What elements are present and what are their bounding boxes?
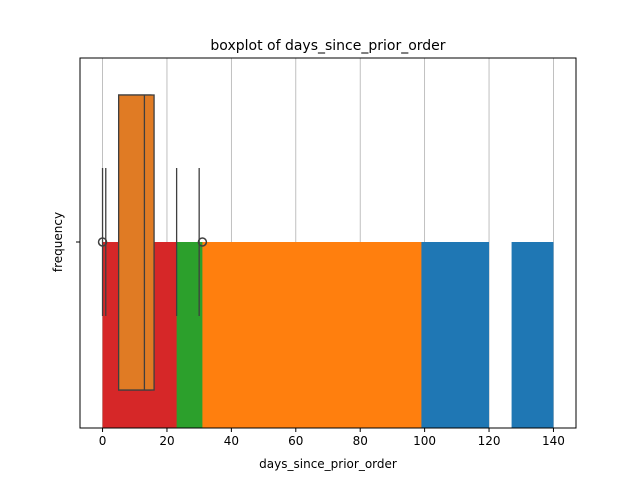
axes-frame — [79, 57, 577, 429]
x-tick-label: 0 — [99, 434, 107, 448]
x-tick-label: 40 — [224, 434, 239, 448]
x-tick-label: 100 — [413, 434, 436, 448]
outlier-point — [97, 237, 108, 247]
plot-area: 0 20 40 60 80 100 120 140 — [76, 57, 577, 448]
x-tick-label: 20 — [159, 434, 174, 448]
box — [117, 94, 155, 391]
x-tick-label: 80 — [353, 434, 368, 448]
x-tick-label: 60 — [288, 434, 303, 448]
y-axis-label: frequency — [51, 212, 65, 272]
outlier-point — [197, 237, 208, 247]
x-tick-label: 140 — [542, 434, 565, 448]
chart-title: boxplot of days_since_prior_order — [210, 38, 445, 54]
x-tick-label: 120 — [478, 434, 501, 448]
x-axis-label: days_since_prior_order — [259, 457, 397, 471]
bar-blue — [511, 242, 554, 428]
